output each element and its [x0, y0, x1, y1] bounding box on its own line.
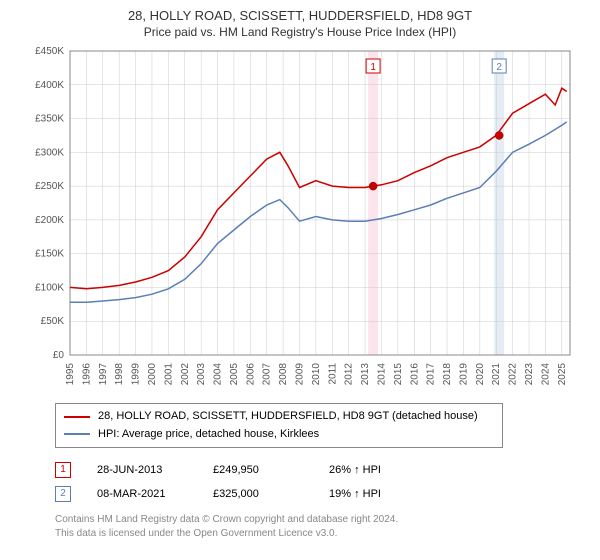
svg-text:1: 1 [370, 62, 376, 73]
sale-pct: 26% ↑ HPI [329, 458, 381, 482]
svg-text:2020: 2020 [475, 363, 486, 386]
chart-area: £0 £50K £100K £150K £200K £250K £300K £350K £400… [20, 45, 580, 395]
svg-text:2008: 2008 [278, 363, 289, 386]
svg-text:2004: 2004 [213, 363, 224, 386]
sale-price: £249,950 [213, 458, 303, 482]
svg-text:2: 2 [496, 62, 502, 73]
svg-text:2005: 2005 [229, 363, 240, 386]
svg-text:2000: 2000 [147, 363, 158, 386]
svg-text:£150K: £150K [35, 249, 64, 260]
svg-text:2007: 2007 [262, 363, 273, 386]
svg-text:2012: 2012 [344, 363, 355, 386]
svg-text:£200K: £200K [35, 215, 64, 226]
svg-text:£300K: £300K [35, 147, 64, 158]
line-chart-svg: £0 £50K £100K £150K £200K £250K £300K £350K £400… [20, 45, 580, 395]
svg-text:£350K: £350K [35, 114, 64, 125]
svg-text:2001: 2001 [163, 363, 174, 386]
attribution-line: Contains HM Land Registry data © Crown c… [55, 513, 555, 527]
svg-text:1998: 1998 [114, 363, 125, 386]
svg-text:2017: 2017 [426, 363, 437, 386]
svg-text:£450K: £450K [35, 46, 64, 57]
svg-text:2014: 2014 [376, 363, 387, 386]
sale-marker: 2 [55, 486, 71, 502]
chart-title: 28, HOLLY ROAD, SCISSETT, HUDDERSFIELD, … [0, 0, 600, 23]
legend-label: 28, HOLLY ROAD, SCISSETT, HUDDERSFIELD, … [98, 408, 478, 426]
svg-text:2019: 2019 [458, 363, 469, 386]
svg-text:2022: 2022 [508, 363, 519, 386]
svg-text:2023: 2023 [524, 363, 535, 386]
svg-text:£100K: £100K [35, 282, 64, 293]
svg-text:£50K: £50K [41, 316, 65, 327]
legend: 28, HOLLY ROAD, SCISSETT, HUDDERSFIELD, … [55, 403, 503, 448]
legend-item: HPI: Average price, detached house, Kirk… [64, 426, 494, 444]
svg-text:2010: 2010 [311, 363, 322, 386]
legend-swatch [64, 433, 90, 435]
svg-text:2006: 2006 [245, 363, 256, 386]
attribution: Contains HM Land Registry data © Crown c… [55, 513, 555, 541]
svg-text:2016: 2016 [409, 363, 420, 386]
svg-text:£400K: £400K [35, 80, 64, 91]
svg-text:2021: 2021 [491, 363, 502, 386]
svg-text:2009: 2009 [295, 363, 306, 386]
svg-text:1999: 1999 [131, 363, 142, 386]
svg-text:2015: 2015 [393, 363, 404, 386]
sale-price: £325,000 [213, 482, 303, 506]
svg-text:2002: 2002 [180, 363, 191, 386]
chart-subtitle: Price paid vs. HM Land Registry's House … [0, 23, 600, 45]
legend-item: 28, HOLLY ROAD, SCISSETT, HUDDERSFIELD, … [64, 408, 494, 426]
svg-text:2024: 2024 [540, 363, 551, 386]
svg-text:£0: £0 [53, 350, 65, 361]
svg-text:2003: 2003 [196, 363, 207, 386]
sale-row: 1 28-JUN-2013 £249,950 26% ↑ HPI [55, 458, 600, 482]
svg-text:1996: 1996 [81, 363, 92, 386]
svg-text:2025: 2025 [557, 363, 568, 386]
sales-table: 1 28-JUN-2013 £249,950 26% ↑ HPI 2 08-MAR-202… [55, 458, 600, 506]
svg-text:1995: 1995 [65, 363, 76, 386]
sale-date: 08-MAR-2021 [97, 482, 187, 506]
attribution-line: This data is licensed under the Open Gov… [55, 527, 555, 541]
legend-label: HPI: Average price, detached house, Kirk… [98, 426, 319, 444]
sale-pct: 19% ↑ HPI [329, 482, 381, 506]
sale-date: 28-JUN-2013 [97, 458, 187, 482]
svg-text:2011: 2011 [327, 363, 338, 385]
svg-text:2013: 2013 [360, 363, 371, 386]
sale-row: 2 08-MAR-2021 £325,000 19% ↑ HPI [55, 482, 600, 506]
sale-marker: 1 [55, 462, 71, 478]
legend-swatch [64, 416, 90, 418]
svg-text:2018: 2018 [442, 363, 453, 386]
svg-text:1997: 1997 [98, 363, 109, 386]
svg-text:£250K: £250K [35, 181, 64, 192]
